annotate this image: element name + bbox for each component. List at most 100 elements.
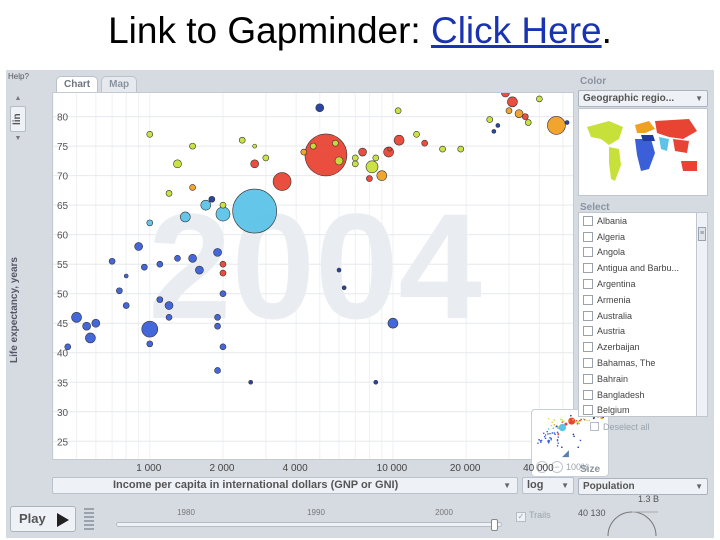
- data-bubble: [491, 129, 497, 134]
- data-bubble: [373, 379, 379, 385]
- gapminder-link[interactable]: Click Here: [430, 10, 602, 51]
- y-tick-label: 50: [57, 290, 69, 301]
- checkbox-icon[interactable]: [583, 358, 593, 369]
- trails-toggle[interactable]: ✓ Trails: [516, 510, 551, 522]
- select-list-item[interactable]: Bangladesh: [579, 387, 707, 403]
- minimap-bubble: [553, 419, 556, 421]
- checkbox-icon[interactable]: [583, 279, 593, 290]
- minimap-bubble: [576, 423, 579, 425]
- select-section-title: Select: [580, 202, 610, 213]
- select-item-label: Bahamas, The: [597, 358, 656, 369]
- y-scale-control: ▲ lin ▼: [10, 92, 26, 172]
- data-bubble: [141, 320, 159, 338]
- select-list-item[interactable]: Albania: [579, 213, 707, 229]
- select-item-label: Austria: [597, 326, 626, 337]
- select-item-label: Bahrain: [597, 373, 629, 384]
- timeline-year: 1990: [307, 508, 325, 517]
- select-list-item[interactable]: Bahamas, The: [579, 355, 707, 371]
- data-bubble: [173, 159, 182, 169]
- minimap-bubble: [549, 436, 551, 439]
- checkbox-icon[interactable]: [583, 342, 593, 353]
- help-link[interactable]: Help?: [8, 72, 29, 81]
- minimap-bubble: [561, 421, 564, 423]
- data-bubble: [219, 343, 227, 351]
- chevron-up-icon[interactable]: ▲: [14, 95, 22, 102]
- minimap-bubble: [593, 416, 595, 419]
- size-select-value: Population: [583, 481, 635, 492]
- minimap-bubble: [553, 424, 556, 426]
- select-item-label: Algeria: [597, 231, 626, 242]
- minimap-bubble: [556, 431, 559, 434]
- list-scrollbar[interactable]: ≡: [696, 213, 707, 416]
- select-list-item[interactable]: Antigua and Barbu...: [579, 260, 707, 276]
- select-list-item[interactable]: Austria: [579, 324, 707, 340]
- size-select[interactable]: Population ▼: [578, 478, 708, 495]
- minimap-bubble: [543, 435, 546, 438]
- data-bubble: [547, 116, 566, 135]
- checkbox-icon[interactable]: [583, 405, 593, 416]
- x-axis-indicator-select[interactable]: Income per capita in international dolla…: [52, 477, 518, 494]
- data-bubble: [334, 156, 344, 166]
- checkbox-icon[interactable]: [583, 373, 593, 384]
- speed-control-icon[interactable]: [84, 506, 94, 530]
- country-select-list[interactable]: ≡ Albania Algeria Angola Antigua and Barbu.…: [578, 212, 708, 417]
- select-list-item[interactable]: Azerbaijan: [579, 339, 707, 355]
- checkbox-icon[interactable]: [583, 263, 593, 274]
- region-legend-map[interactable]: [578, 108, 708, 196]
- data-bubble: [108, 257, 116, 265]
- select-list-item[interactable]: Argentina: [579, 276, 707, 292]
- y-scale-toggle[interactable]: lin: [10, 106, 26, 132]
- minimap-bubble: [550, 424, 552, 427]
- timeline-track[interactable]: [116, 522, 502, 527]
- select-list-item[interactable]: Bahrain: [579, 371, 707, 387]
- play-button[interactable]: Play: [10, 506, 76, 532]
- chevron-down-icon: ▼: [695, 482, 703, 491]
- data-bubble: [564, 120, 570, 125]
- select-list-item[interactable]: Australia: [579, 308, 707, 324]
- checkbox-icon[interactable]: [583, 389, 593, 400]
- select-list-item[interactable]: Angola: [579, 245, 707, 261]
- select-item-label: Bangladesh: [597, 389, 645, 400]
- zoom-in-icon[interactable]: +: [536, 461, 548, 473]
- data-bubble: [495, 123, 501, 128]
- tab-chart[interactable]: Chart: [56, 76, 99, 92]
- data-bubble: [238, 136, 246, 144]
- checkbox-icon[interactable]: [583, 326, 593, 337]
- minimap-bubble: [550, 437, 552, 440]
- chevron-down-icon[interactable]: ▼: [14, 135, 22, 142]
- data-bubble: [252, 143, 257, 149]
- data-bubble: [219, 260, 227, 268]
- data-bubble: [195, 265, 204, 275]
- trails-label: Trails: [529, 510, 551, 520]
- data-bubble: [507, 96, 518, 108]
- tab-map[interactable]: Map: [101, 76, 138, 92]
- checkbox-icon[interactable]: [583, 215, 593, 226]
- minimap-bubble: [539, 439, 542, 442]
- checkbox-icon[interactable]: [583, 310, 593, 321]
- x-scale-select[interactable]: log ▼: [522, 477, 574, 494]
- slide-title: Link to Gapminder: Click Here.: [0, 10, 720, 52]
- year-timeline[interactable]: 1980 1990 2000: [116, 508, 506, 534]
- timeline-handle[interactable]: [491, 519, 498, 531]
- select-list-item[interactable]: Armenia: [579, 292, 707, 308]
- color-select[interactable]: Geographic regio... ▼: [578, 90, 708, 107]
- y-tick-label: 65: [57, 201, 69, 212]
- minimap-bubble: [551, 432, 554, 434]
- zoom-percent: 100%: [566, 462, 590, 472]
- data-bubble: [213, 248, 222, 257]
- select-list-item[interactable]: Algeria: [579, 229, 707, 245]
- deselect-all-button[interactable]: Deselect all: [590, 422, 650, 432]
- select-list-item[interactable]: Belgium: [579, 403, 707, 416]
- checkbox-icon[interactable]: [583, 231, 593, 242]
- checkbox-icon[interactable]: [583, 247, 593, 258]
- y-tick-label: 40: [57, 349, 69, 360]
- scroll-thumb-icon[interactable]: ≡: [698, 227, 706, 241]
- resize-corner-icon[interactable]: ◢: [562, 448, 569, 458]
- overview-minimap[interactable]: + − 100%: [531, 409, 609, 477]
- checkbox-icon[interactable]: [583, 294, 593, 305]
- minimap-bubble: [547, 428, 550, 430]
- minimap-bubble: [574, 420, 577, 423]
- bubble-chart-area[interactable]: 25 30 35 40 45 50 55 60 65 70 75 80 2004 + − 100% ◢: [52, 92, 609, 477]
- zoom-out-icon[interactable]: −: [551, 461, 563, 473]
